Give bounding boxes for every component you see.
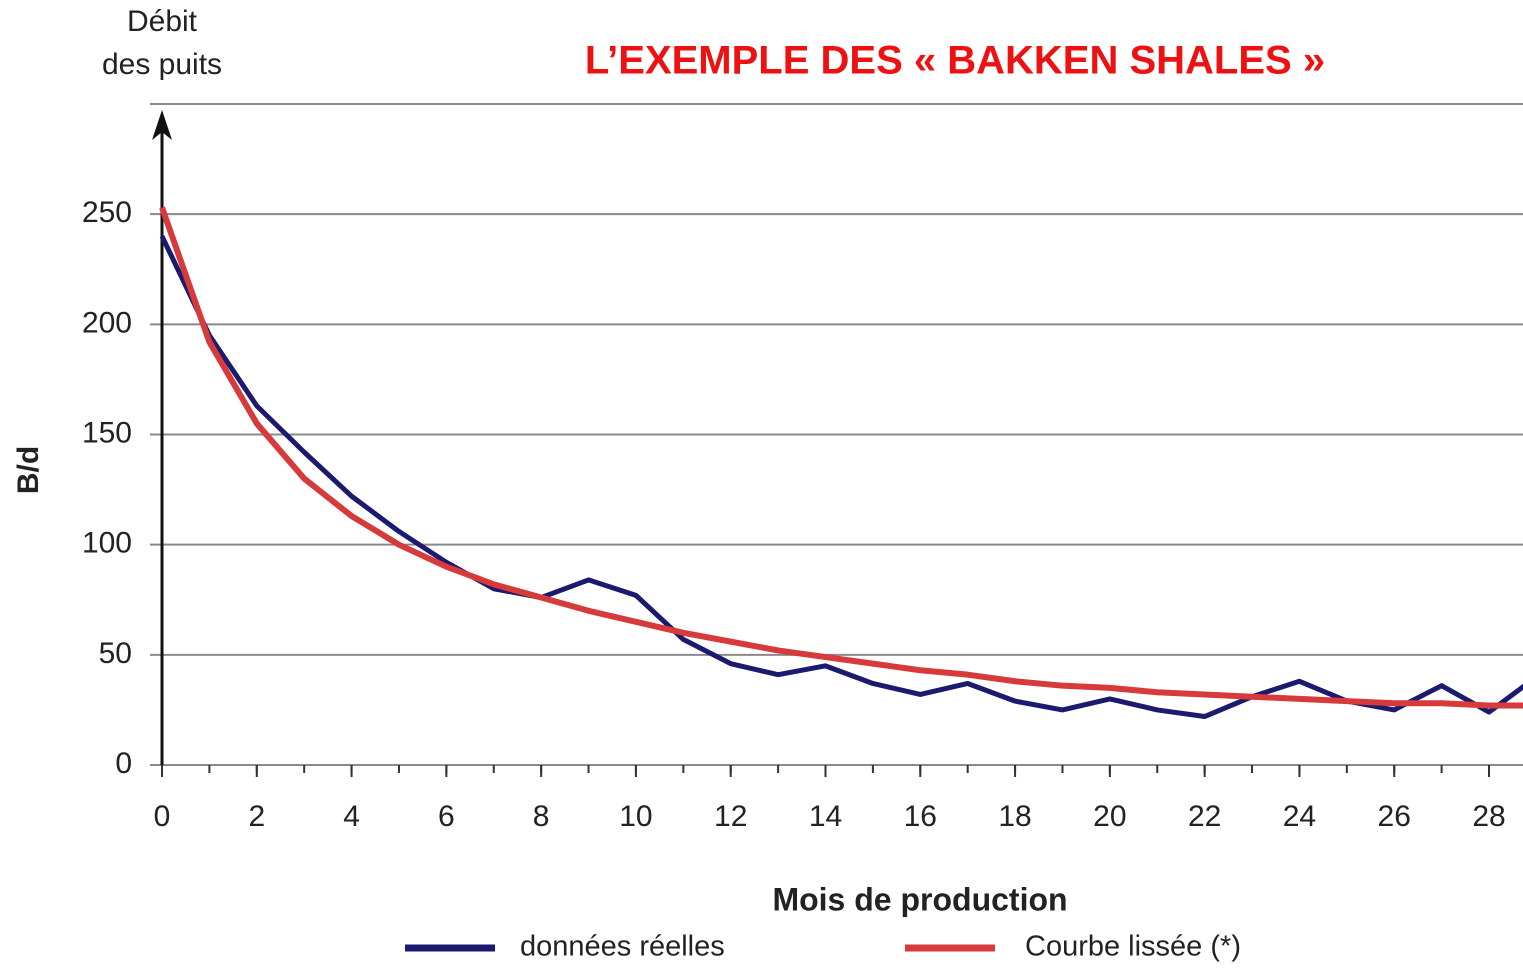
y-axis-arrow [152,110,172,140]
y-tick-label: 250 [82,196,132,229]
y-axis-title: Débit [127,5,198,38]
legend-label: Courbe lissée (*) [1025,931,1241,963]
y-tick-label: 150 [82,416,132,449]
line-series [159,206,1523,709]
x-tick-label: 16 [904,800,937,833]
x-tick-label: 20 [1093,800,1126,833]
y-tick-label: 50 [99,637,132,670]
x-tick-label: 14 [809,800,842,833]
x-tick-label: 26 [1378,800,1411,833]
plot-area [159,206,1523,720]
y-tick-label: 0 [115,747,132,780]
y-tick-label: 200 [82,306,132,339]
chart-title: L’EXEMPLE DES « BAKKEN SHALES » [585,39,1325,83]
x-tick-label: 2 [248,800,265,833]
x-tick-label: 6 [438,800,455,833]
y-axis-title: des puits [102,48,222,81]
x-tick-label: 12 [714,800,747,833]
x-tick-label: 0 [154,800,171,833]
x-tick-label: 28 [1472,800,1505,833]
x-tick-label: 8 [533,800,550,833]
legend-label: données réelles [520,931,725,963]
x-tick-label: 4 [343,800,360,833]
y-label: B/d [12,446,45,494]
x-tick-label: 22 [1188,800,1221,833]
x-tick-label: 18 [998,800,1031,833]
x-label: Mois de production [772,881,1067,917]
x-tick-label: 10 [619,800,652,833]
x-tick-label: 24 [1283,800,1316,833]
y-tick-label: 100 [82,527,132,560]
line-series [159,235,1523,720]
